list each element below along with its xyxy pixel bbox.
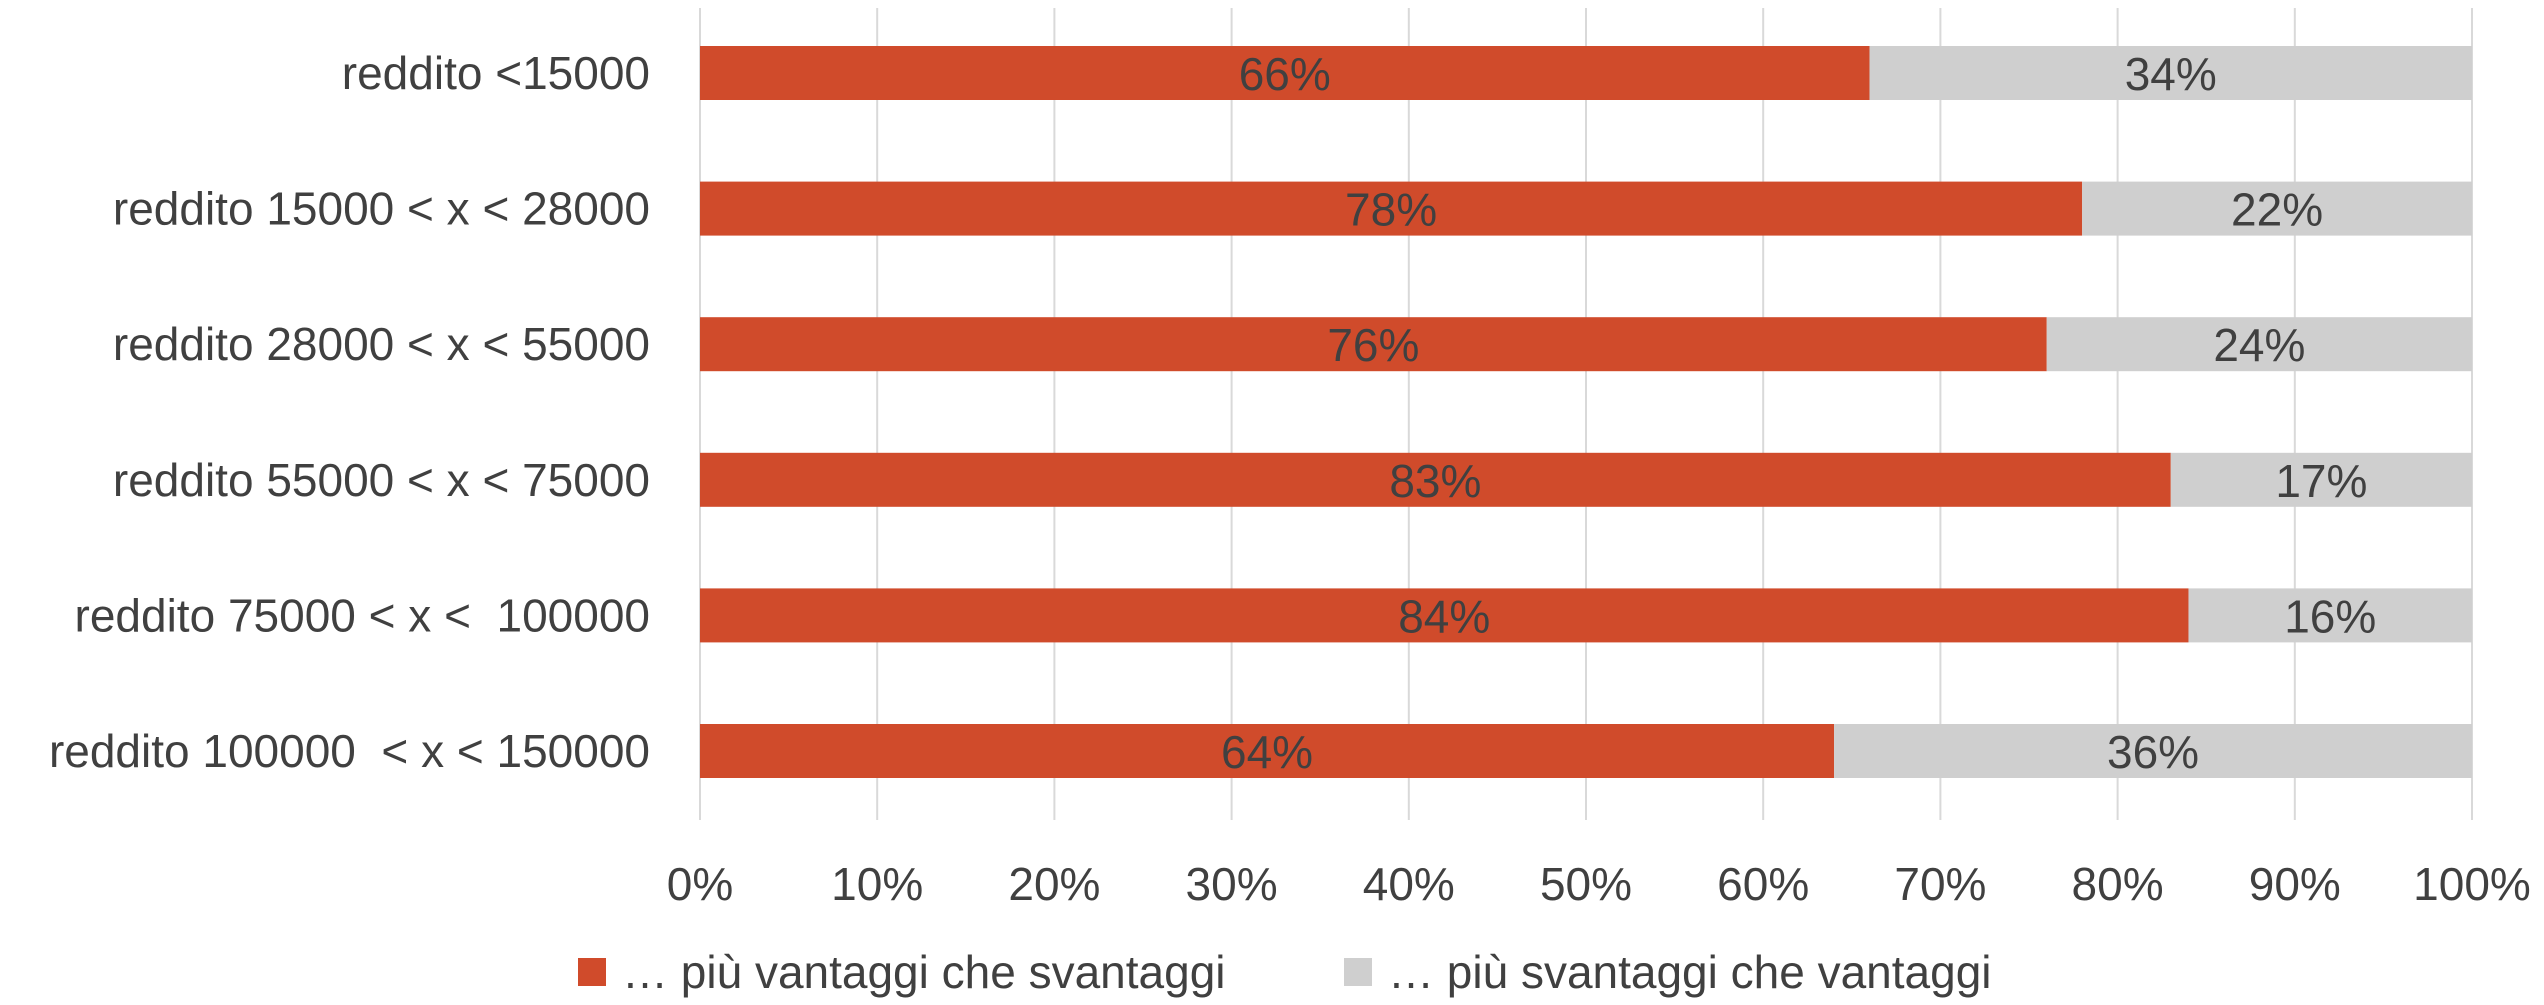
data-label: 66% [1239, 48, 1331, 100]
legend-swatch [578, 958, 606, 986]
x-tick-label: 100% [2413, 858, 2531, 910]
legend-label: … più vantaggi che svantaggi [622, 946, 1226, 998]
category-label: reddito 100000 < x < 150000 [49, 725, 650, 777]
bar-segment [700, 724, 1835, 778]
x-tick-label: 80% [2072, 858, 2164, 910]
data-label: 17% [2275, 455, 2367, 507]
bar-segment [2082, 181, 2472, 236]
x-tick-label: 90% [2249, 858, 2341, 910]
category-label: reddito 28000 < x < 55000 [113, 318, 650, 370]
bars [700, 46, 2472, 778]
bar-segment [700, 452, 2171, 507]
category-label: reddito 55000 < x < 75000 [113, 454, 650, 506]
legend: … più vantaggi che svantaggi … più svanta… [578, 946, 1992, 998]
data-label: 76% [1327, 319, 1419, 371]
data-label: 34% [2125, 48, 2217, 100]
x-tick-label: 0% [667, 858, 733, 910]
data-label: 83% [1389, 455, 1481, 507]
x-tick-label: 20% [1008, 858, 1100, 910]
bar-segment [700, 317, 2047, 372]
x-tick-label: 30% [1186, 858, 1278, 910]
bar-segment [700, 181, 2083, 236]
bar-segment [1869, 46, 2472, 100]
category-label: reddito 75000 < x < 100000 [75, 589, 650, 641]
x-tick-label: 40% [1363, 858, 1455, 910]
data-label: 16% [2284, 590, 2376, 642]
x-tick-label: 60% [1717, 858, 1809, 910]
category-label: reddito 15000 < x < 28000 [113, 183, 650, 235]
x-tick-label: 70% [1894, 858, 1986, 910]
bar-segment [2046, 317, 2472, 372]
bar-segment [700, 46, 1870, 100]
x-tick-label: 50% [1540, 858, 1632, 910]
gridlines [699, 8, 2473, 820]
category-labels: reddito <15000 reddito 15000 < x < 28000 r… [49, 47, 650, 777]
data-label: 36% [2107, 726, 2199, 778]
legend-label: … più svantaggi che vantaggi [1388, 946, 1992, 998]
bar-segment [2170, 452, 2472, 507]
legend-swatch [1344, 958, 1372, 986]
data-label: 84% [1398, 590, 1490, 642]
bar-segment [1834, 724, 2472, 778]
x-tick-label: 10% [831, 858, 923, 910]
x-tick-labels: 0% 10% 20% 30% 40% 50% 60% 70% 80% 90% 100% [667, 858, 2531, 910]
data-label: 78% [1345, 184, 1437, 236]
data-label: 64% [1221, 726, 1313, 778]
category-label: reddito <15000 [342, 47, 650, 99]
bar-segment [700, 588, 2189, 643]
bar-segment [2188, 588, 2472, 643]
bar-labels: 66% 34% 78% 22% 76% 24% 83% 17% 84% 16% 64% 36% [1221, 48, 2376, 778]
data-label: 24% [2213, 319, 2305, 371]
data-label: 22% [2231, 184, 2323, 236]
